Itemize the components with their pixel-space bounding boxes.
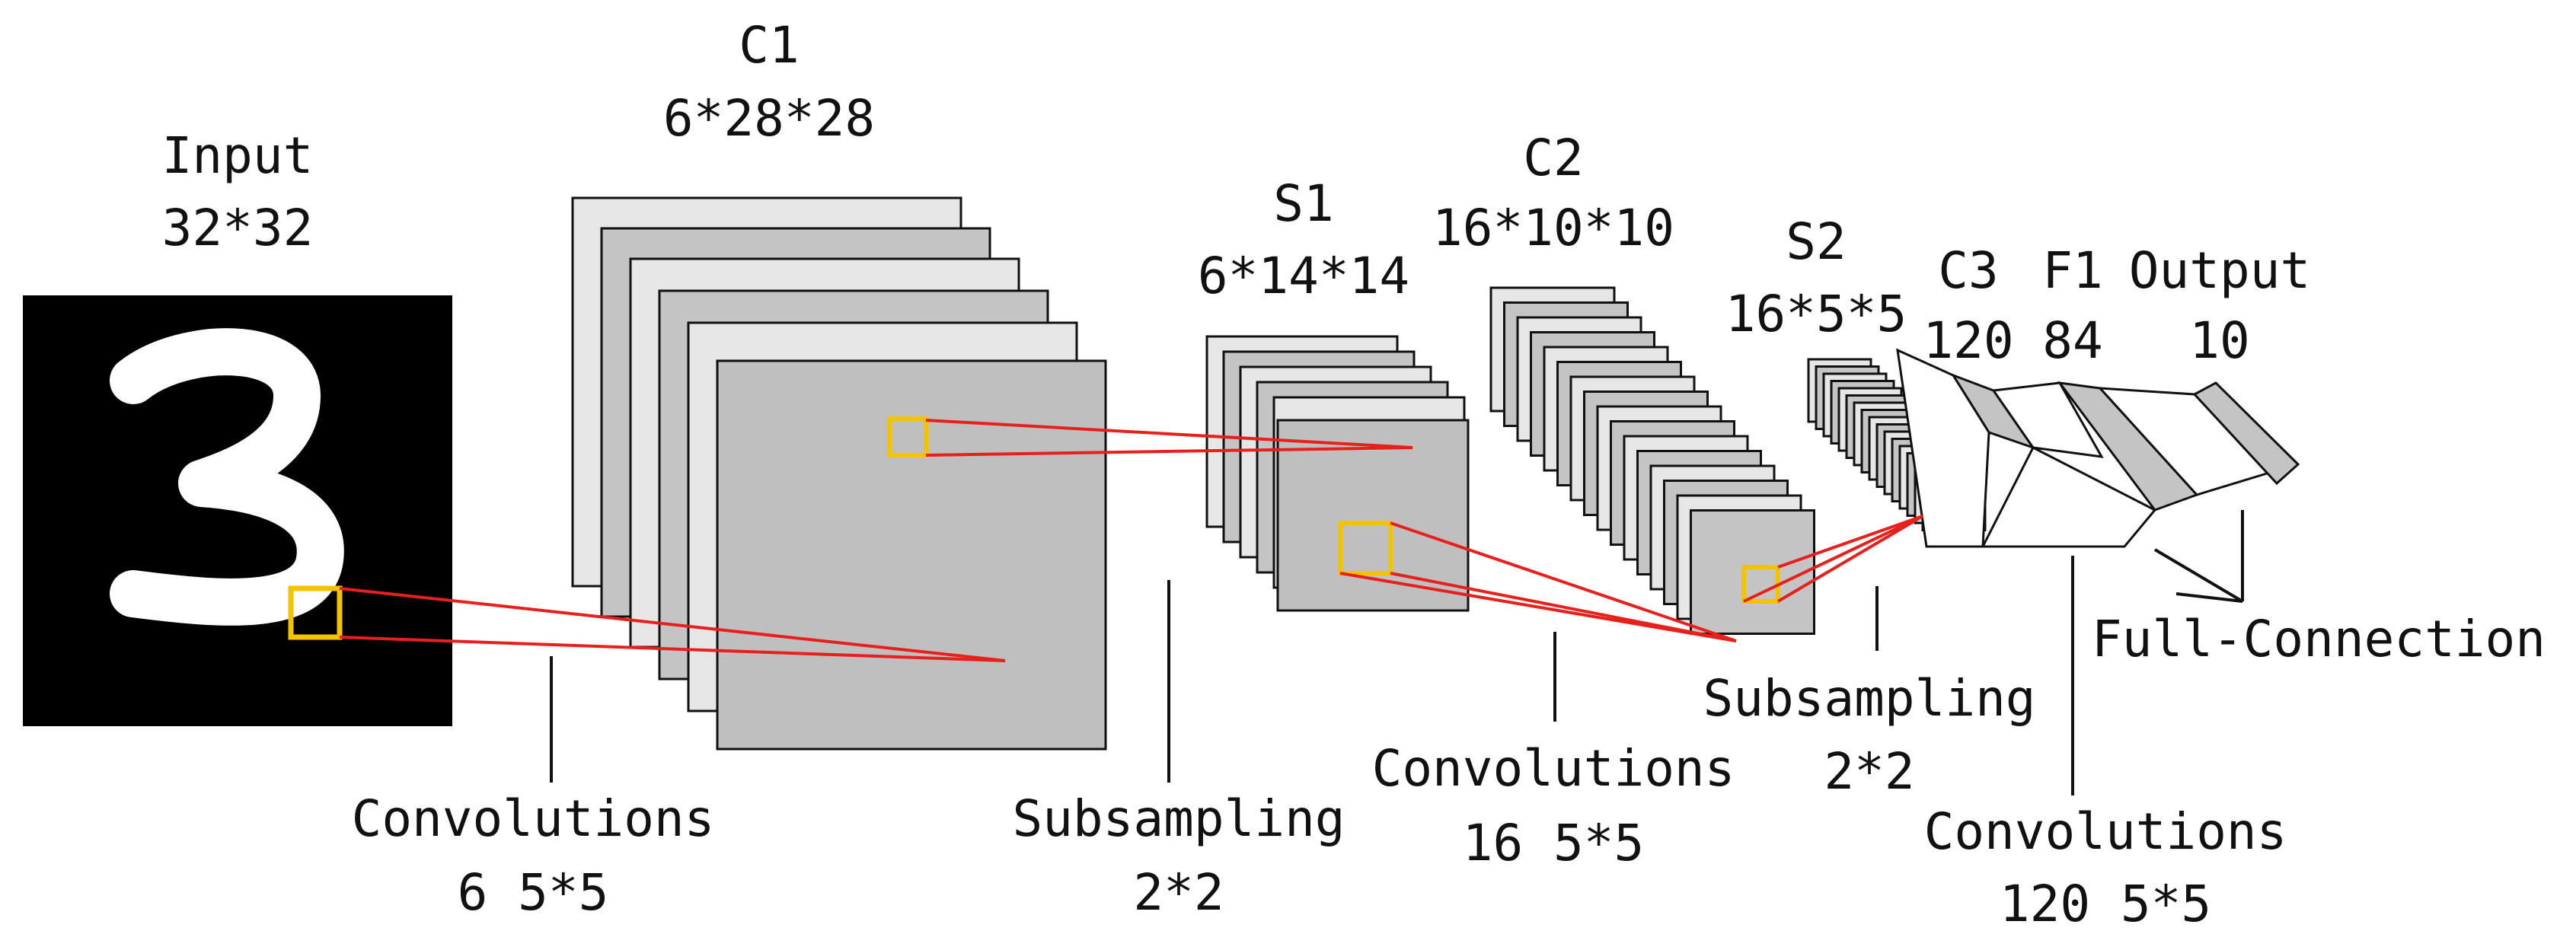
conv1-param-label: 6 5*5 (458, 863, 609, 922)
f1-label: F1 (2042, 241, 2102, 300)
c3-fc-f1 (1991, 381, 2104, 458)
s2-size-label: 16*5*5 (1725, 285, 1907, 343)
s2-label: S2 (1786, 212, 1846, 271)
c2-label: C2 (1523, 129, 1583, 187)
input-label: Input (162, 126, 314, 185)
c2-map-16 (1690, 509, 1815, 635)
s1-receptive-field (1338, 521, 1393, 575)
connection-lines (339, 419, 1924, 662)
conv1-label: Convolutions (352, 789, 715, 848)
f1-size-label: 84 (2042, 311, 2102, 370)
conv2-param-label: 16 5*5 (1463, 814, 1644, 872)
input-size-label: 32*32 (162, 199, 314, 257)
output-label: Output (2129, 241, 2310, 300)
layer-labels: Input 32*32 C1 6*28*28 S1 6*14*14 C2 16*… (162, 16, 2311, 370)
input-receptive-field (288, 585, 343, 640)
c2-size-label: 16*10*10 (1432, 199, 1674, 257)
c1-feature-maps (571, 196, 1107, 751)
full-connection-label: Full-Connection (2092, 610, 2546, 668)
c3-label: C3 (1938, 241, 1998, 300)
sub1-param-label: 2*2 (1133, 863, 1224, 922)
conv3-label: Convolutions (1924, 802, 2287, 861)
output-layer (2192, 381, 2300, 486)
conv3-param-label: 120 5*5 (2000, 875, 2211, 933)
sub1-label: Subsampling (1012, 789, 1345, 848)
output-size-label: 10 (2189, 311, 2249, 370)
s1-size-label: 6*14*14 (1198, 247, 1409, 305)
sub2-label: Subsampling (1703, 669, 2035, 728)
input-image (23, 295, 452, 726)
c3-size-label: 120 (1923, 311, 2013, 370)
digit-three (110, 328, 344, 626)
conv2-label: Convolutions (1372, 739, 1735, 798)
s1-label: S1 (1273, 174, 1333, 233)
c1-receptive-field (887, 416, 928, 457)
s1-feature-maps (1205, 335, 1470, 612)
c1-size-label: 6*28*28 (663, 89, 875, 148)
c1-label: C1 (739, 16, 799, 75)
connector-lines (550, 510, 2244, 795)
sub2-param-label: 2*2 (1824, 742, 1914, 801)
operation-labels: Convolutions 6 5*5 Subsampling 2*2 Convo… (352, 610, 2546, 933)
fc-layers (1896, 348, 2300, 548)
